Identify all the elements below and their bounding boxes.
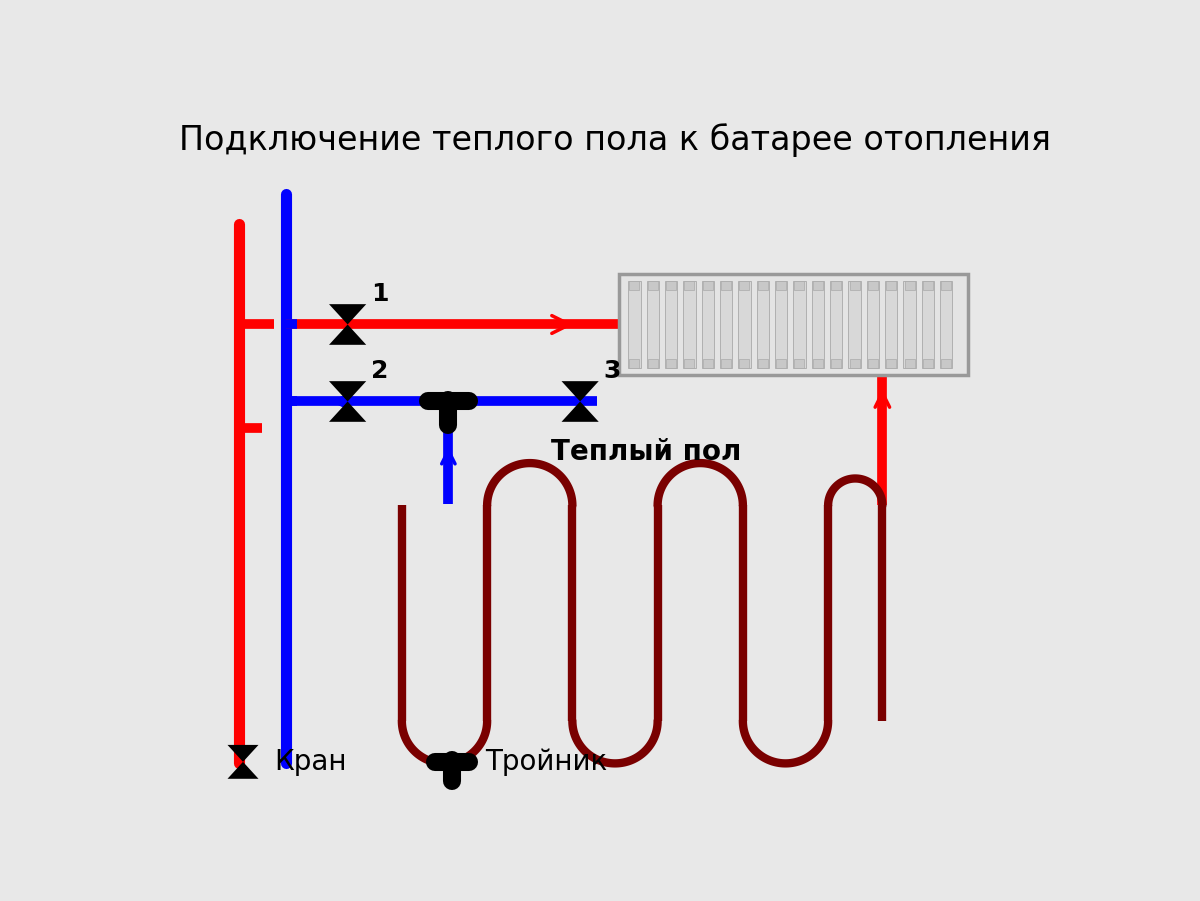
Bar <box>832 359 841 368</box>
Text: 1: 1 <box>371 282 389 305</box>
Text: Подключение теплого пола к батарее отопления: Подключение теплого пола к батарее отопл… <box>179 123 1051 157</box>
Bar <box>812 281 823 290</box>
Polygon shape <box>228 745 258 762</box>
Bar <box>630 359 640 368</box>
Bar <box>811 281 824 368</box>
Bar <box>848 281 860 368</box>
Bar <box>666 281 676 290</box>
Bar <box>923 359 932 368</box>
Bar <box>850 359 859 368</box>
Bar <box>941 281 952 290</box>
Bar <box>832 281 841 290</box>
Bar <box>665 281 677 368</box>
Bar <box>703 359 713 368</box>
Bar <box>941 359 952 368</box>
Bar <box>923 281 932 290</box>
Bar <box>739 359 750 368</box>
Bar <box>619 275 967 375</box>
Polygon shape <box>329 305 366 324</box>
Bar <box>776 281 786 290</box>
Bar <box>648 281 658 290</box>
Bar <box>794 359 804 368</box>
Bar <box>922 281 934 368</box>
Bar <box>866 281 880 368</box>
Bar <box>887 281 896 290</box>
Bar <box>739 281 750 290</box>
Bar <box>720 281 732 368</box>
Bar <box>887 359 896 368</box>
Polygon shape <box>228 762 258 778</box>
Text: Теплый пол: Теплый пол <box>551 438 742 466</box>
Bar <box>940 281 953 368</box>
Bar <box>738 281 751 368</box>
Bar <box>683 281 696 368</box>
Bar <box>721 281 731 290</box>
Bar <box>721 359 731 368</box>
Polygon shape <box>329 402 366 422</box>
Bar <box>794 281 804 290</box>
Bar <box>868 281 878 290</box>
Polygon shape <box>329 324 366 345</box>
Bar <box>648 359 658 368</box>
Bar <box>628 281 641 368</box>
Bar <box>756 281 769 368</box>
Bar <box>775 281 787 368</box>
Bar <box>830 281 842 368</box>
Text: 2: 2 <box>371 359 389 383</box>
Polygon shape <box>562 381 599 402</box>
Bar <box>684 359 695 368</box>
Bar <box>776 359 786 368</box>
Bar <box>630 281 640 290</box>
Polygon shape <box>562 402 599 422</box>
Text: Кран: Кран <box>274 748 347 776</box>
Text: Тройник: Тройник <box>485 748 607 776</box>
Bar <box>702 281 714 368</box>
Bar <box>758 359 768 368</box>
Bar <box>647 281 659 368</box>
Bar <box>684 281 695 290</box>
Bar <box>812 359 823 368</box>
Bar <box>868 359 878 368</box>
Bar <box>905 359 914 368</box>
Bar <box>905 281 914 290</box>
Bar <box>904 281 916 368</box>
Text: 3: 3 <box>604 359 620 383</box>
Bar <box>850 281 859 290</box>
Bar <box>758 281 768 290</box>
Bar <box>666 359 676 368</box>
Polygon shape <box>329 381 366 402</box>
Bar <box>884 281 898 368</box>
Bar <box>703 281 713 290</box>
Bar <box>793 281 805 368</box>
